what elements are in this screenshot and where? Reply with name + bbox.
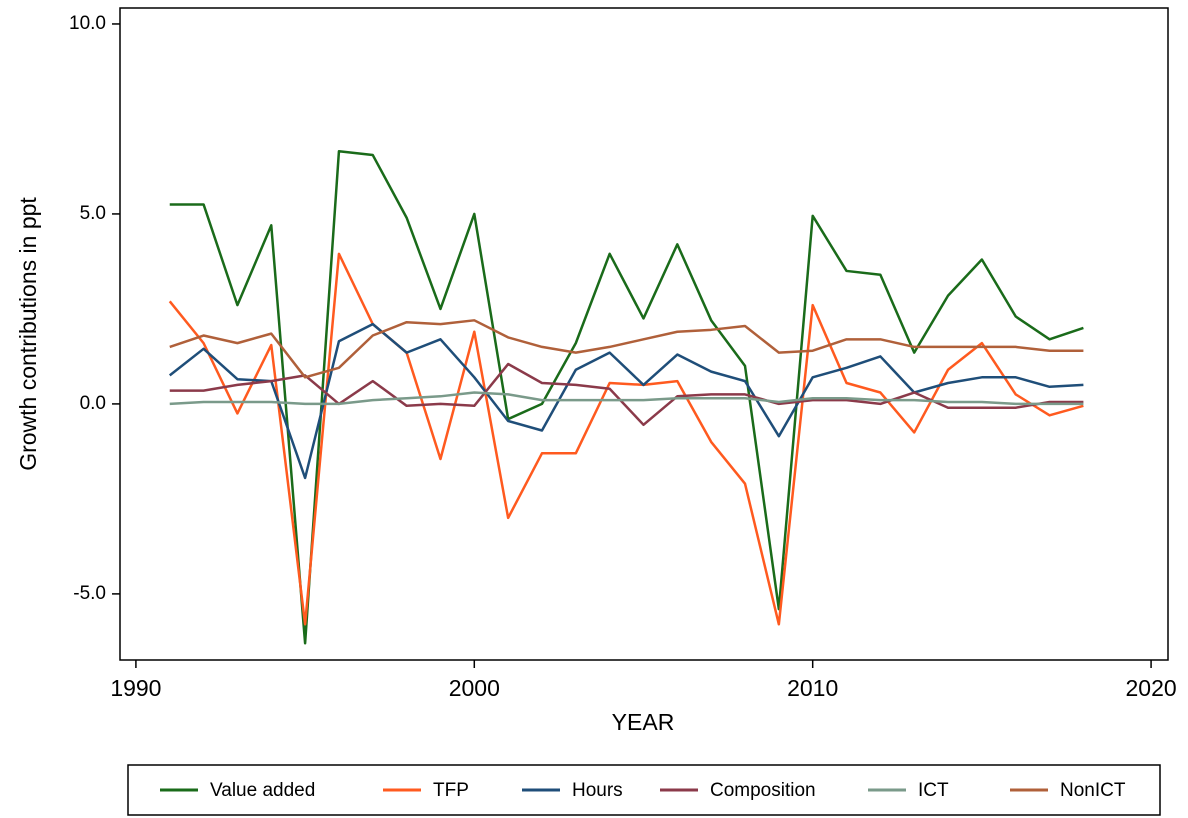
y-tick-label: -5.0 [73, 583, 106, 604]
y-tick-label: 5.0 [80, 203, 106, 224]
legend-label: Composition [710, 780, 816, 801]
x-tick-label: 1990 [110, 675, 161, 701]
x-axis-label: YEAR [612, 709, 675, 735]
legend-label: TFP [433, 780, 469, 801]
legend-label: Hours [572, 780, 623, 801]
plot-frame [119, 7, 1169, 661]
legend-label: ICT [918, 780, 949, 801]
series-line [169, 319, 1084, 379]
legend-label: Value added [210, 780, 315, 801]
series-line [168, 322, 1084, 480]
series-line [168, 252, 1084, 626]
y-axis-label: Growth contributions in ppt [15, 197, 41, 471]
y-tick-label: 10.0 [69, 13, 106, 34]
legend-label: NonICT [1060, 780, 1126, 801]
y-tick-label: 0.0 [80, 393, 106, 414]
series-line [169, 149, 1084, 645]
x-tick-label: 2000 [449, 675, 500, 701]
x-tick-label: 2020 [1125, 675, 1176, 701]
series-line [169, 391, 1084, 406]
x-tick-label: 2010 [787, 675, 838, 701]
legend-box [127, 764, 1161, 816]
